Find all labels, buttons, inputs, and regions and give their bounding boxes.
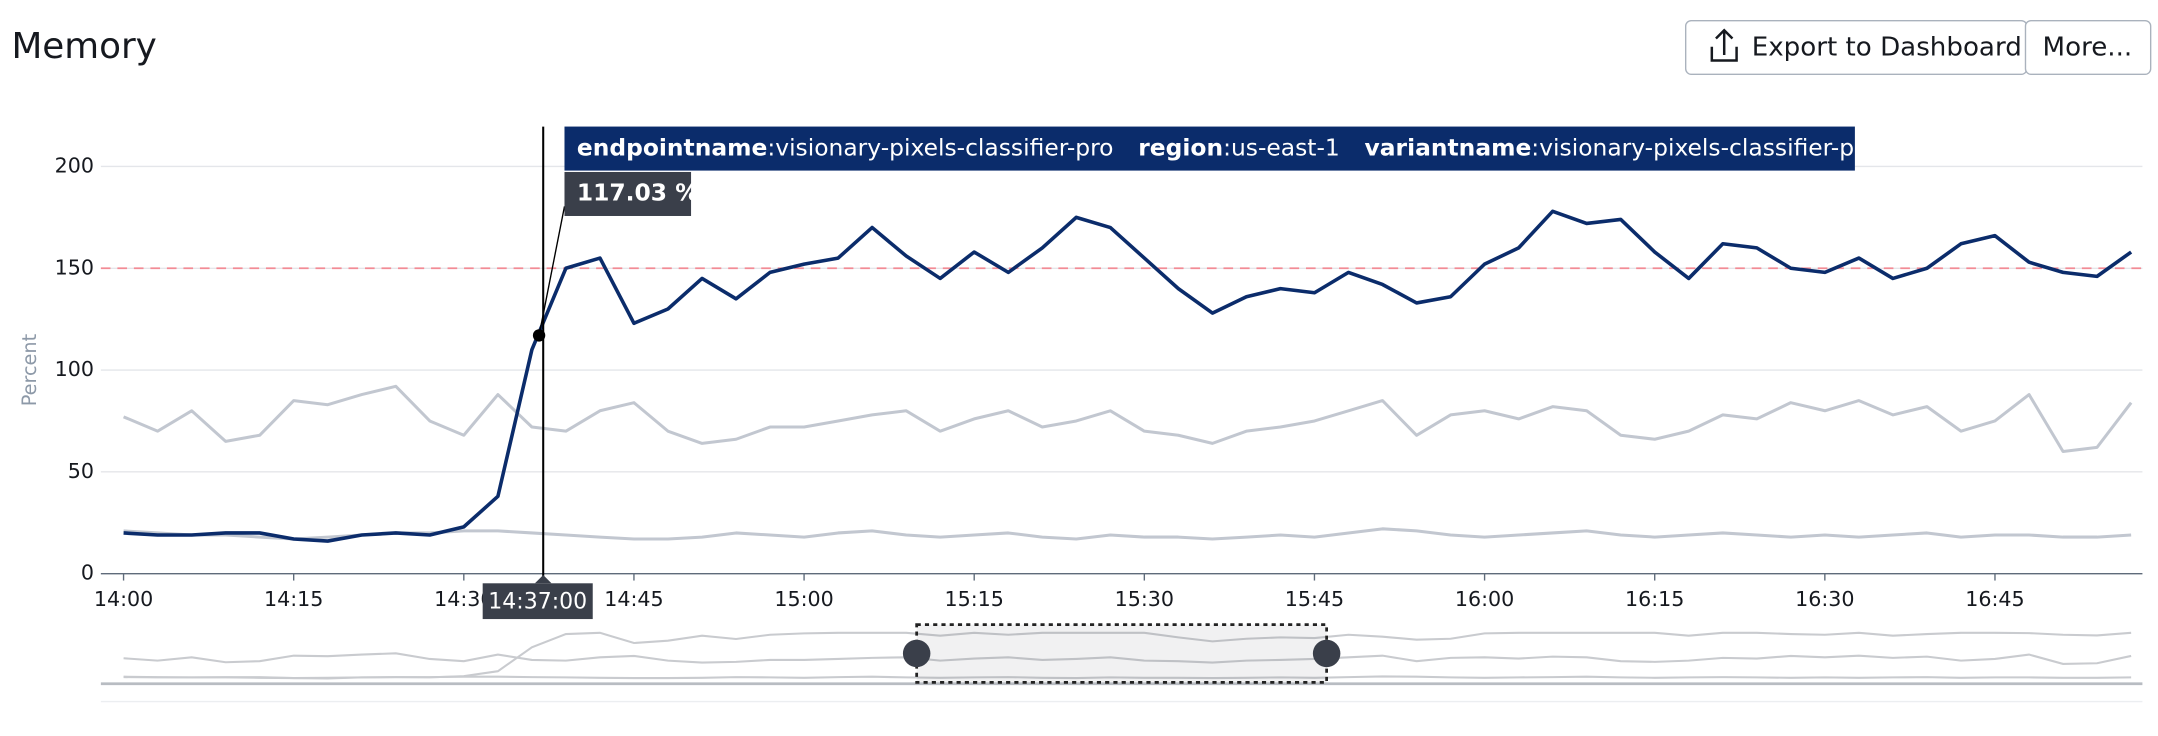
- x-tick-label: 16:30: [1795, 587, 1854, 611]
- x-tick-label: 14:00: [94, 587, 153, 611]
- series-line: [123, 209, 2133, 543]
- tag-separator: :: [1223, 133, 1231, 161]
- tag-value: visionary-pixels-classifier-pro: [775, 133, 1113, 161]
- y-tick-label: 0: [81, 561, 94, 585]
- minimap-handle: [902, 639, 931, 668]
- button-label: More...: [2043, 33, 2133, 63]
- x-tick-label: 15:45: [1285, 587, 1344, 611]
- tooltip-tags-bg: [564, 126, 1855, 171]
- x-tick-label: 16:45: [1965, 587, 2024, 611]
- y-tick-label: 200: [55, 153, 94, 177]
- tooltip-time-pointer: [534, 575, 552, 584]
- tooltip-value: 117.03 %: [577, 178, 699, 206]
- x-tick-label: 15:30: [1115, 587, 1174, 611]
- series-line: [123, 527, 2132, 541]
- tooltip-time: 14:37:00: [488, 590, 587, 615]
- export-icon: [1710, 28, 1738, 62]
- series-line: [122, 384, 2133, 454]
- tag-separator: :: [1531, 133, 1539, 161]
- tooltip-value-bg: [564, 171, 692, 216]
- x-tick-label: 16:00: [1455, 587, 1514, 611]
- minimap-line: [123, 652, 2132, 665]
- y-tick-label: 150: [55, 255, 94, 279]
- tooltip-tags: endpointname:visionary-pixels-classifier…: [577, 133, 1916, 161]
- tag-value: us-east-1: [1231, 133, 1340, 161]
- x-tick-label: 14:15: [264, 587, 323, 611]
- tag-key: endpointname: [577, 133, 767, 161]
- tag-key: region: [1138, 133, 1223, 161]
- y-axis-label: Percent: [18, 333, 41, 406]
- button-frame: [2024, 19, 2152, 75]
- tag-separator: :: [767, 133, 775, 161]
- x-tick-label: 16:15: [1625, 587, 1684, 611]
- y-tick-label: 100: [55, 357, 94, 381]
- minimap-selection: [915, 623, 1329, 684]
- tag-key: variantname: [1365, 133, 1532, 161]
- tooltip-time-bg: [482, 583, 593, 620]
- x-tick-label: 15:00: [774, 587, 833, 611]
- minimap-handle: [1312, 639, 1341, 668]
- minimap-line: [123, 631, 2132, 680]
- hover-point: [532, 329, 546, 342]
- button-label: Export to Dashboard: [1752, 33, 2022, 63]
- panel-title: Memory: [11, 26, 156, 67]
- export-button[interactable]: Export to Dashboard: [1684, 19, 2028, 75]
- y-tick-label: 50: [68, 459, 94, 483]
- x-tick-label: 15:15: [944, 587, 1003, 611]
- more-button[interactable]: More...: [2024, 19, 2152, 75]
- tooltip-connector: [538, 206, 566, 336]
- tag-value: visionary-pixels-classifier-pro-9d: [1539, 133, 1916, 161]
- x-tick-label: 14:45: [604, 587, 663, 611]
